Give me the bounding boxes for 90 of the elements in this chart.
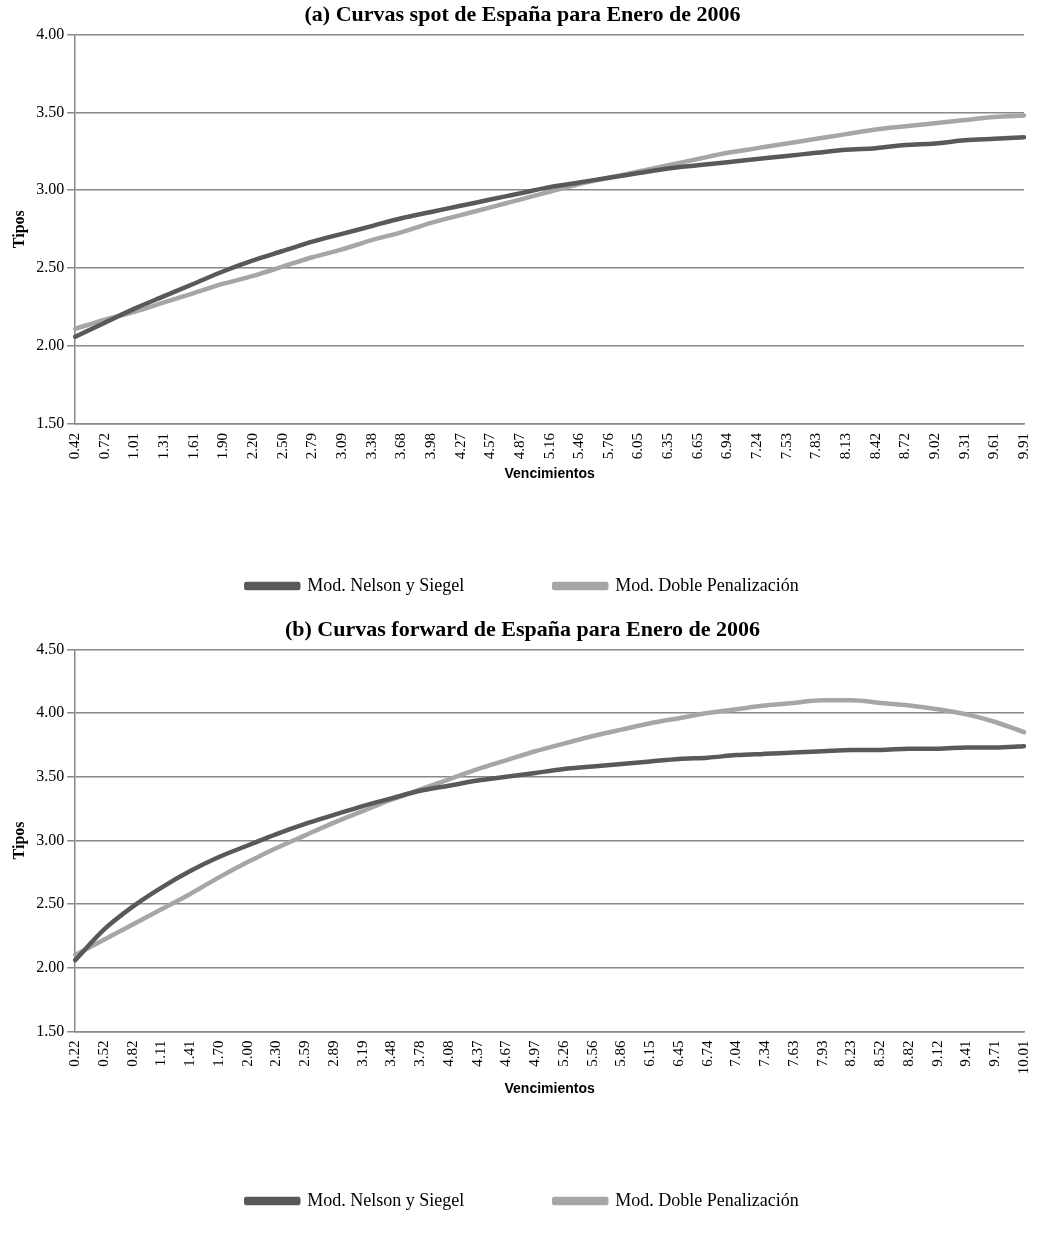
x-tick-label: 1.11 [152, 1040, 169, 1067]
x-tick-label: 0.52 [94, 1040, 111, 1067]
x-tick-label: 8.13 [837, 432, 854, 460]
x-tick-label: 2.30 [267, 1040, 284, 1067]
x-tick-label: 3.09 [332, 432, 349, 460]
x-tick-label: 7.83 [807, 432, 824, 460]
x-tick-label: 9.31 [955, 432, 972, 460]
x-tick-label: 4.97 [526, 1039, 543, 1067]
x-tick-label: 6.35 [659, 432, 676, 460]
y-tick-label: 2.50 [36, 894, 65, 912]
x-tick-label: 8.72 [896, 432, 913, 460]
x-tick-label: 9.02 [925, 432, 942, 460]
y-tick-label: 3.00 [36, 180, 65, 198]
x-tick-label: 2.00 [238, 1040, 255, 1067]
x-tick-label: 9.12 [928, 1040, 945, 1067]
x-tick-label: 4.67 [497, 1039, 514, 1067]
x-tick-label: 0.72 [95, 432, 112, 460]
y-tick-label: 3.00 [36, 830, 65, 848]
y-tick-label: 4.00 [36, 703, 65, 721]
x-tick-label: 6.05 [629, 432, 646, 460]
x-tick-label: 4.08 [439, 1040, 456, 1067]
x-tick-label: 7.34 [756, 1039, 773, 1067]
x-tick-label: 3.48 [382, 1040, 399, 1067]
x-axis-title: Vencimientos [504, 465, 595, 482]
y-axis-title: Tipos [9, 821, 28, 860]
x-tick-label: 9.41 [957, 1040, 974, 1067]
x-tick-label: 3.19 [353, 1040, 370, 1067]
x-tick-label: 2.20 [244, 432, 261, 460]
x-tick-label: 6.74 [698, 1039, 715, 1067]
x-tick-label: 1.70 [209, 1040, 226, 1067]
chart-title: (a) Curvas spot de España para Enero de 2006 [304, 0, 741, 26]
x-tick-label: 0.42 [66, 432, 83, 460]
x-tick-label: 8.23 [842, 1040, 859, 1067]
x-tick-label: 1.61 [184, 432, 201, 460]
x-tick-label: 1.41 [181, 1040, 198, 1067]
x-tick-label: 10.01 [1014, 1040, 1031, 1075]
y-tick-label: 3.50 [36, 766, 65, 784]
x-tick-label: 1.90 [214, 432, 231, 460]
x-tick-label: 7.04 [727, 1039, 744, 1067]
x-tick-label: 3.98 [421, 432, 438, 460]
chart-title: (b) Curvas forward de España para Enero de 2006 [284, 615, 761, 641]
y-tick-label: 2.00 [36, 336, 65, 354]
x-tick-label: 3.38 [362, 432, 379, 460]
x-tick-label: 4.57 [481, 432, 498, 460]
x-tick-label: 3.78 [411, 1040, 428, 1067]
x-tick-label: 6.15 [641, 1040, 658, 1067]
x-tick-label: 9.91 [1014, 432, 1031, 460]
y-tick-label: 1.50 [36, 414, 65, 432]
x-tick-label: 1.01 [125, 432, 142, 460]
x-tick-label: 2.59 [296, 1040, 313, 1067]
x-tick-label: 8.52 [871, 1040, 888, 1067]
x-tick-label: 4.87 [510, 432, 527, 460]
legend-label: Mod. Doble Penalización [615, 1189, 799, 1210]
y-tick-label: 4.00 [36, 24, 65, 42]
x-tick-label: 5.16 [540, 432, 557, 460]
x-tick-label: 9.61 [985, 432, 1002, 460]
x-tick-label: 2.89 [324, 1040, 341, 1067]
x-tick-label: 6.94 [718, 432, 735, 460]
x-tick-label: 2.79 [303, 432, 320, 460]
x-tick-label: 5.46 [570, 432, 587, 460]
y-axis-title: Tipos [9, 210, 28, 249]
legend-label: Mod. Nelson y Siegel [307, 574, 465, 595]
y-tick-label: 2.00 [36, 957, 65, 975]
x-tick-label: 5.56 [583, 1039, 600, 1067]
x-tick-label: 7.53 [777, 432, 794, 460]
x-tick-label: 1.31 [155, 432, 172, 460]
y-tick-label: 4.50 [36, 639, 65, 657]
x-tick-label: 8.42 [866, 432, 883, 460]
x-tick-label: 7.93 [813, 1040, 830, 1067]
y-tick-label: 3.50 [36, 102, 65, 120]
x-tick-label: 6.65 [688, 432, 705, 460]
x-tick-label: 2.50 [273, 432, 290, 460]
y-tick-label: 1.50 [36, 1021, 65, 1039]
legend-label: Mod. Doble Penalización [615, 574, 799, 595]
x-tick-label: 5.76 [599, 432, 616, 460]
x-tick-label: 3.68 [392, 432, 409, 460]
x-tick-label: 7.63 [784, 1040, 801, 1067]
legend-label: Mod. Nelson y Siegel [307, 1189, 465, 1210]
x-axis-title: Vencimientos [504, 1080, 595, 1097]
y-tick-label: 2.50 [36, 258, 65, 276]
x-tick-label: 4.37 [468, 1039, 485, 1067]
x-tick-label: 6.45 [669, 1040, 686, 1067]
x-tick-label: 4.27 [451, 432, 468, 460]
x-tick-label: 5.26 [554, 1039, 571, 1067]
x-tick-label: 8.82 [899, 1040, 916, 1067]
x-tick-label: 0.22 [66, 1040, 83, 1067]
x-tick-label: 5.86 [612, 1039, 629, 1067]
x-tick-label: 7.24 [748, 432, 765, 460]
x-tick-label: 9.71 [986, 1040, 1003, 1067]
x-tick-label: 0.82 [123, 1040, 140, 1067]
